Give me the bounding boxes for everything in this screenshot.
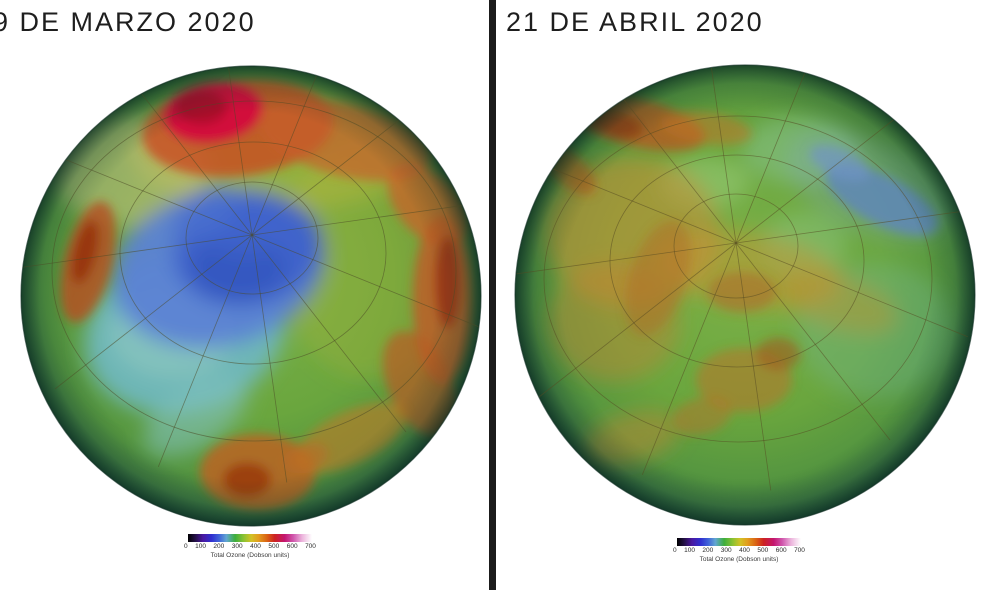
colorbar-april: 0 100 200 300 400 500 600 700 Total Ozon… xyxy=(673,538,805,563)
colorbar-tick: 200 xyxy=(213,543,225,550)
colorbar-gradient-april xyxy=(677,538,801,546)
panel-title-april: 21 DE ABRIL 2020 xyxy=(506,7,764,37)
colorbar-tick: 600 xyxy=(775,547,787,554)
colorbar-tick: 500 xyxy=(268,543,280,550)
colorbar-tick: 300 xyxy=(231,543,243,550)
globe-outline-march xyxy=(20,65,482,527)
colorbar-ticks-march: 0 100 200 300 400 500 600 700 xyxy=(184,543,316,550)
colorbar-caption-april: Total Ozone (Dobson units) xyxy=(699,556,779,563)
globe-outline-april xyxy=(514,64,976,526)
colorbar-tick: 600 xyxy=(286,543,298,550)
colorbar-tick: 100 xyxy=(195,543,206,550)
colorbar-tick: 200 xyxy=(702,547,714,554)
colorbar-tick: 700 xyxy=(794,547,805,554)
colorbar-tick: 400 xyxy=(739,547,750,554)
ozone-globe-march-map xyxy=(20,65,482,527)
panel-divider xyxy=(489,0,496,590)
limb-shading-april xyxy=(515,65,975,525)
colorbar-tick: 400 xyxy=(250,543,261,550)
colorbar-gradient-march xyxy=(188,534,312,542)
colorbar-ticks-april: 0 100 200 300 400 500 600 700 xyxy=(673,547,805,554)
panel-title-march: 9 DE MARZO 2020 xyxy=(0,7,256,37)
limb-shading-march xyxy=(21,66,481,526)
colorbar-caption-march: Total Ozone (Dobson units) xyxy=(210,552,290,559)
graticule-april xyxy=(515,65,975,491)
colorbar-tick: 300 xyxy=(720,547,732,554)
colorbar-tick: 0 xyxy=(184,543,188,550)
colorbar-tick: 700 xyxy=(305,543,316,550)
colorbar-tick: 500 xyxy=(757,547,769,554)
ozone-globe-april-map xyxy=(514,64,976,526)
graticule-march xyxy=(21,66,481,483)
colorbar-tick: 0 xyxy=(673,547,677,554)
colorbar-tick: 100 xyxy=(684,547,695,554)
colorbar-march: 0 100 200 300 400 500 600 700 Total Ozon… xyxy=(184,534,316,559)
